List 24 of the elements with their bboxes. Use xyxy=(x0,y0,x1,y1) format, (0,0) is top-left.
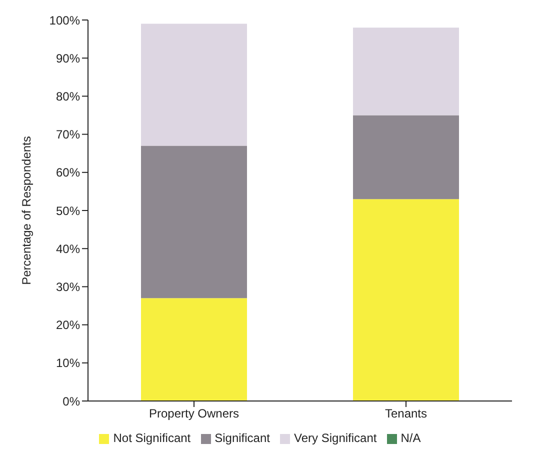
y-tick-label: 100% xyxy=(49,13,80,28)
bar xyxy=(353,199,459,401)
legend-label: Significant xyxy=(214,431,270,445)
y-tick-label: 40% xyxy=(56,242,80,256)
bar xyxy=(141,146,247,298)
y-tick-label: 80% xyxy=(56,89,80,104)
legend-label: Not Significant xyxy=(113,431,191,445)
y-tick-label: 30% xyxy=(56,280,80,294)
bar xyxy=(353,28,459,116)
x-tick-label: Tenants xyxy=(384,406,428,421)
bar xyxy=(141,24,247,146)
y-tick-label: 0% xyxy=(62,394,80,408)
y-tick-label: 60% xyxy=(56,166,80,180)
y-tick-label: 50% xyxy=(56,204,80,218)
y-tick-label: 20% xyxy=(56,318,80,332)
y-tick-label: 90% xyxy=(56,51,80,66)
legend-label: N/A xyxy=(400,431,421,445)
legend-label: Very Significant xyxy=(294,431,377,445)
x-tick-label: Property Owners xyxy=(148,406,240,421)
bar xyxy=(141,298,247,401)
bar xyxy=(353,115,459,200)
y-tick-label: 70% xyxy=(56,128,80,142)
y-tick-label: 10% xyxy=(56,356,80,370)
y-axis-title: Percentage of Respondents xyxy=(19,136,34,285)
